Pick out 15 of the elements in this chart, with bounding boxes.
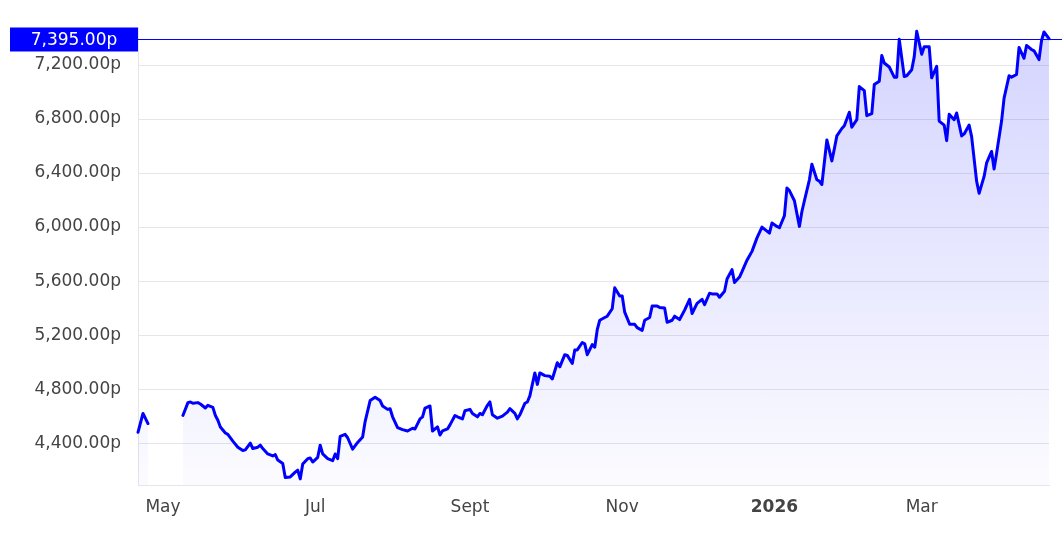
y-tick-label: 5,600.00p [34,269,121,290]
x-tick-label: Nov [605,495,639,516]
y-tick-label: 4,800.00p [34,377,121,398]
y-tick-label: 4,400.00p [34,431,121,452]
x-tick-label: Mar [905,495,938,516]
y-tick-label: 5,200.00p [34,323,121,344]
y-tick-label: 6,000.00p [34,215,121,236]
y-tick-label: 6,400.00p [34,161,121,182]
x-tick-label: 2026 [750,495,799,516]
x-tick-label: Jul [303,495,326,516]
y-tick-label: 6,800.00p [34,107,121,128]
ref-line-label: 7,395.00p [30,28,118,49]
x-tick-label: Sept [450,495,490,516]
x-tick-label: May [145,495,181,516]
y-tick-label: 7,200.00p [34,53,121,74]
